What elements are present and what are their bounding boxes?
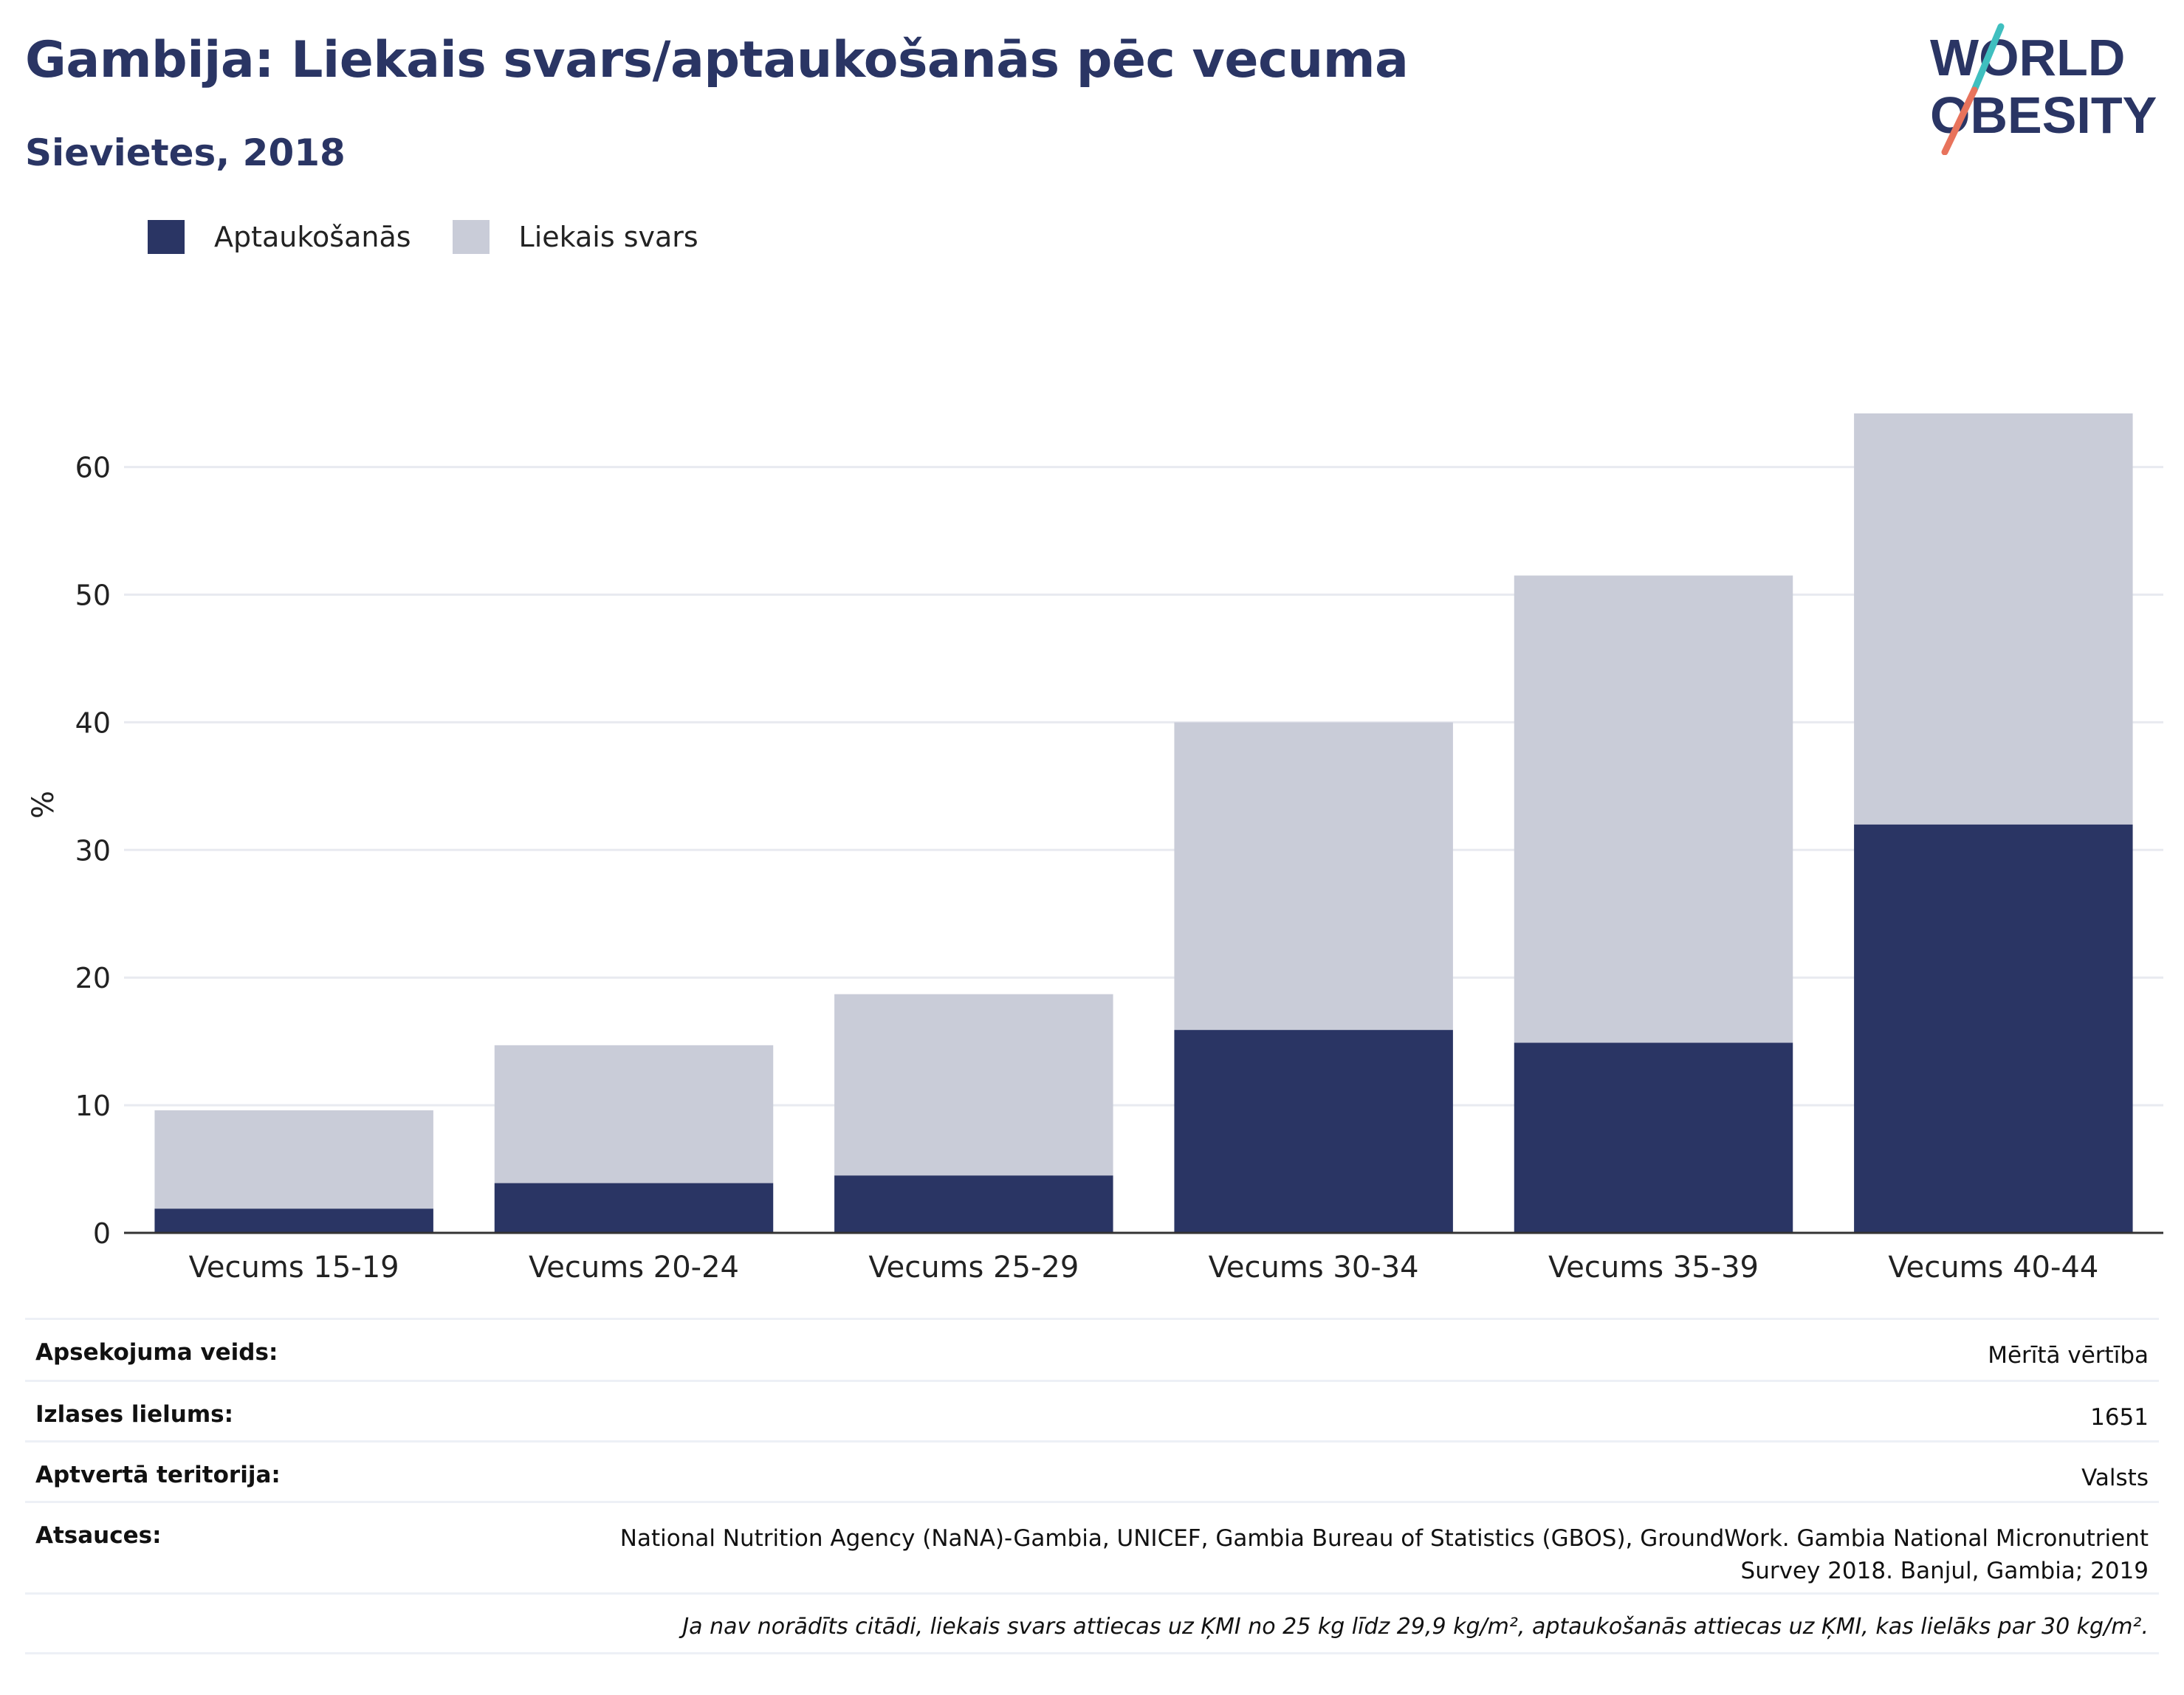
bar-overweight-4 — [1514, 575, 1793, 1043]
definition-note: Ja nav norādīts citādi, liekais svars at… — [682, 1614, 2149, 1640]
world-obesity-logo: WORLD OBESITY — [1930, 23, 2157, 155]
x-tick-label-4: Vecums 35-39 — [1548, 1251, 1759, 1285]
x-tick-label-2: Vecums 25-29 — [868, 1251, 1079, 1285]
y-tick-label-30: 30 — [75, 834, 111, 867]
chart-title: Gambija: Liekais svars/aptaukošanās pēc … — [25, 31, 1409, 89]
y-tick-label-20: 20 — [75, 962, 111, 994]
x-tick-label-0: Vecums 15-19 — [189, 1251, 399, 1285]
meta-key-references: Atsauces: — [35, 1522, 162, 1549]
bar-obesity-1 — [494, 1183, 774, 1233]
meta-key-survey-type: Apsekojuma veids: — [35, 1339, 278, 1366]
legend-swatch-overweight — [452, 220, 490, 254]
y-axis-label: % — [27, 791, 61, 819]
bar-chart: 0 10 20 30 40 50 60% Vecums 15-19 Vecums 20-24 Ve… — [27, 413, 2163, 1285]
bar-overweight-2 — [834, 994, 1113, 1176]
meta-row-coverage: Aptvertā teritorija: Valsts — [25, 1440, 2159, 1501]
bar-overweight-5 — [1854, 413, 2133, 825]
meta-value-sample-size: 1651 — [2090, 1404, 2149, 1431]
reference-line-2: Survey 2018. Banjul, Gambia; 2019 — [1740, 1558, 2149, 1584]
chart-subtitle: Sievietes, 2018 — [25, 131, 346, 174]
legend-label-overweight: Liekais svars — [518, 221, 698, 253]
meta-key-sample-size: Izlases lielums: — [35, 1401, 233, 1428]
chart-legend: Aptaukošanās Liekais svars — [148, 220, 740, 254]
legend-item-obesity[interactable]: Aptaukošanās — [148, 220, 411, 254]
meta-value-coverage: Valsts — [2081, 1465, 2149, 1491]
bar-obesity-3 — [1174, 1030, 1453, 1233]
bar-obesity-2 — [834, 1175, 1113, 1233]
x-tick-label-3: Vecums 30-34 — [1209, 1251, 1419, 1285]
legend-item-overweight[interactable]: Liekais svars — [452, 220, 698, 254]
legend-swatch-obesity — [148, 220, 185, 254]
meta-value-references: National Nutrition Agency (NaNA)-Gambia,… — [620, 1522, 2149, 1587]
meta-row-survey-type: Apsekojuma veids: Mērītā vērtība — [25, 1318, 2159, 1380]
bar-overweight-0 — [154, 1110, 433, 1209]
meta-value-survey-type: Mērītā vērtība — [1988, 1342, 2149, 1369]
bar-obesity-0 — [154, 1208, 433, 1233]
bar-obesity-5 — [1854, 824, 2133, 1233]
chart-axes: 0 10 20 30 40 50 60% Vecums 15-19 Vecums 20-24 Ve… — [27, 452, 2163, 1285]
legend-label-obesity: Aptaukošanās — [214, 221, 411, 253]
svg-text:WORLD: WORLD — [1930, 29, 2125, 86]
y-tick-label-40: 40 — [75, 706, 111, 739]
y-tick-label-50: 50 — [75, 580, 111, 612]
reference-line-1: National Nutrition Agency (NaNA)-Gambia,… — [619, 1525, 2149, 1552]
meta-row-references: Atsauces: National Nutrition Agency (NaN… — [25, 1501, 2159, 1592]
bar-overweight-3 — [1174, 722, 1453, 1031]
x-tick-label-1: Vecums 20-24 — [529, 1251, 739, 1285]
bar-obesity-4 — [1514, 1042, 1793, 1233]
y-tick-label-60: 60 — [75, 452, 111, 484]
bar-overweight-1 — [494, 1045, 774, 1183]
survey-info-table: Apsekojuma veids: Mērītā vērtība Izlases… — [25, 1318, 2159, 1654]
y-tick-label-10: 10 — [75, 1090, 111, 1122]
y-tick-label-0: 0 — [93, 1217, 111, 1250]
chart-bars — [154, 413, 2133, 1233]
chart-gridlines — [124, 466, 2163, 1107]
meta-row-note: Ja nav norādīts citādi, liekais svars at… — [25, 1592, 2159, 1654]
meta-row-sample-size: Izlases lielums: 1651 — [25, 1380, 2159, 1440]
meta-key-coverage: Aptvertā teritorija: — [35, 1462, 281, 1488]
x-tick-label-5: Vecums 40-44 — [1888, 1251, 2098, 1285]
